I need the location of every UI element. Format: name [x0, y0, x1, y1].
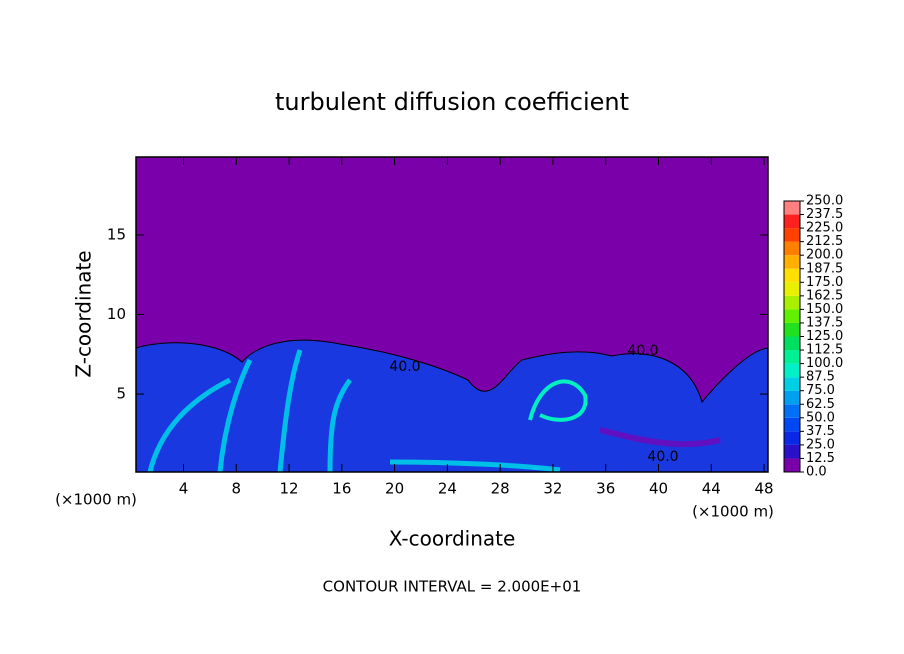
x-tick-label: 32: [543, 480, 562, 498]
x-tick-label: 4: [179, 480, 189, 498]
colorbar-band: [784, 404, 800, 418]
colorbar-band: [784, 458, 800, 472]
colorbar-label: 0.0: [806, 465, 827, 480]
x-axis-label: X-coordinate: [389, 527, 516, 551]
colorbar-band: [784, 241, 800, 256]
x-tick-label: 20: [385, 480, 404, 498]
y-tick-label: 10: [107, 305, 126, 323]
colorbar-band: [784, 390, 800, 405]
field: [135, 157, 769, 473]
x-tick-label: 28: [491, 480, 510, 498]
colorbar-band: [784, 309, 800, 323]
field-streak: [599, 427, 721, 448]
colorbar-label: 137.5: [806, 315, 843, 330]
x-tick-label: 8: [232, 480, 242, 498]
colorbar-band: [784, 255, 800, 269]
footer-note: CONTOUR INTERVAL = 2.000E+01: [323, 578, 582, 596]
x-tick-label: 40: [649, 480, 668, 498]
y-tick-label: 5: [116, 385, 126, 403]
colorbar-band: [784, 431, 800, 445]
colorbar-band: [784, 214, 800, 229]
colorbar-band: [784, 377, 800, 391]
colorbar-label: 25.0: [806, 437, 835, 452]
colorbar-label: 175.0: [806, 275, 843, 290]
colorbar-label: 100.0: [806, 356, 843, 371]
colorbar-band: [784, 268, 800, 283]
colorbar-label: 212.5: [806, 234, 843, 249]
colorbar-label: 162.5: [806, 288, 843, 303]
x-unit: (×1000 m): [55, 491, 137, 509]
y-axis-label: Z-coordinate: [72, 250, 96, 377]
x-tick-label: 48: [754, 480, 773, 498]
colorbar-band: [784, 417, 800, 432]
y-tick-label: 15: [107, 225, 126, 243]
x-tick-label: 12: [280, 480, 299, 498]
colorbar-label: 87.5: [806, 370, 835, 385]
colorbar-label: 237.5: [806, 207, 843, 222]
colorbar-label: 200.0: [806, 248, 843, 263]
colorbar-label: 150.0: [806, 302, 843, 317]
colorbar-band: [784, 336, 800, 351]
colorbar-label: 250.0: [806, 194, 843, 209]
colorbar-label: 75.0: [806, 383, 835, 398]
colorbar-band: [784, 282, 800, 296]
colorbar-band: [784, 201, 800, 215]
colorbar-label: 37.5: [806, 424, 835, 439]
contour-label: 40.0: [627, 343, 658, 359]
colorbar-band: [784, 295, 800, 310]
field-streak: [147, 349, 561, 473]
x-tick-label: 44: [702, 480, 721, 498]
colorbar-band: [784, 228, 800, 242]
colorbar-label: 62.5: [806, 397, 835, 412]
colorbar-band: [784, 322, 800, 337]
colorbar-band: [784, 444, 800, 459]
colorbar-label: 125.0: [806, 329, 843, 344]
colorbar-band: [784, 363, 800, 378]
colorbar-label: 225.0: [806, 221, 843, 236]
x-tick-label: 16: [332, 480, 351, 498]
colorbar-label: 112.5: [806, 343, 843, 358]
chart-title: turbulent diffusion coefficient: [275, 88, 629, 116]
contour-label: 40.0: [647, 449, 678, 465]
colorbar-label: 12.5: [806, 451, 835, 466]
colorbar-label: 50.0: [806, 410, 835, 425]
colorbar-label: 187.5: [806, 261, 843, 276]
x-tick-label: 24: [438, 480, 457, 498]
x-unit: (×1000 m): [692, 503, 774, 521]
contour-label: 40.0: [389, 359, 420, 375]
field-streak: [528, 379, 588, 422]
colorbar-band: [784, 350, 800, 364]
x-tick-label: 36: [596, 480, 615, 498]
